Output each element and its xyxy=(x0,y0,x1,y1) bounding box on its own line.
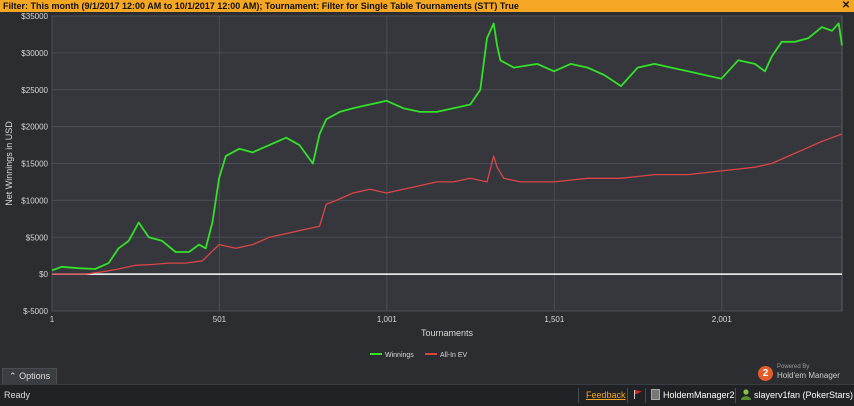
y-tick-label: $-5000 xyxy=(23,307,48,316)
chart-svg: $-5000 $0 $5000 $10000 $15000 $20000 $25000 $30… xyxy=(4,12,843,359)
status-bar: Ready Feedback HoldemManager2 slayerv1fa… xyxy=(0,384,854,406)
x-tick-label: 501 xyxy=(213,315,227,324)
y-tick-label: $5000 xyxy=(26,233,49,242)
filter-text: Filter: This month (9/1/2017 12:00 AM to… xyxy=(3,1,519,11)
app-name[interactable]: HoldemManager2 xyxy=(663,390,735,400)
y-tick-label: $15000 xyxy=(21,160,48,169)
x-tick-label: 1,001 xyxy=(377,315,398,324)
legend-entry: Winnings xyxy=(385,352,414,359)
winnings-graph: $-5000 $0 $5000 $10000 $15000 $20000 $25000 $30… xyxy=(0,12,854,367)
series-line-all-in-ev xyxy=(52,133,843,275)
brand-name: Hold'em Manager xyxy=(777,371,840,380)
feedback-link[interactable]: Feedback xyxy=(586,390,626,400)
user-account[interactable]: slayerv1fan (PokerStars) xyxy=(754,390,854,400)
caret-up-icon: ⌃ xyxy=(9,371,17,381)
filter-bar: Filter: This month (9/1/2017 12:00 AM to… xyxy=(0,0,854,12)
user-icon[interactable] xyxy=(741,389,751,400)
y-tick-label: $35000 xyxy=(21,12,48,21)
divider xyxy=(627,388,628,403)
y-tick-label: $20000 xyxy=(21,123,48,132)
flag-icon[interactable] xyxy=(634,390,642,399)
y-tick-label: $10000 xyxy=(21,196,48,205)
x-tick-label: 1,501 xyxy=(544,315,565,324)
y-tick-label: $30000 xyxy=(21,49,48,58)
legend-entry: All-In EV xyxy=(440,352,468,359)
y-tick-label: $0 xyxy=(39,270,48,279)
options-label: Options xyxy=(19,371,51,381)
y-axis-label: Net Winnings in USD xyxy=(4,121,14,206)
brand-logo-block: 2 Powered By Hold'em Manager xyxy=(758,364,848,384)
series-line-winnings xyxy=(51,22,843,272)
divider xyxy=(735,388,736,403)
close-icon[interactable]: ✕ xyxy=(841,0,851,11)
options-button[interactable]: ⌃ Options xyxy=(2,368,58,385)
x-tick-label: 1 xyxy=(50,315,55,324)
status-text: Ready xyxy=(4,390,31,400)
brand-powered-by: Powered By xyxy=(777,364,810,370)
x-tick-label: 2,001 xyxy=(712,315,733,324)
y-tick-label: $25000 xyxy=(21,86,48,95)
divider xyxy=(645,388,646,403)
app-icon[interactable] xyxy=(651,389,660,400)
options-bar: ⌃ Options xyxy=(0,367,854,385)
x-axis-label: Tournaments xyxy=(421,328,474,338)
divider xyxy=(578,388,579,403)
hm2-logo-icon: 2 xyxy=(758,366,773,381)
